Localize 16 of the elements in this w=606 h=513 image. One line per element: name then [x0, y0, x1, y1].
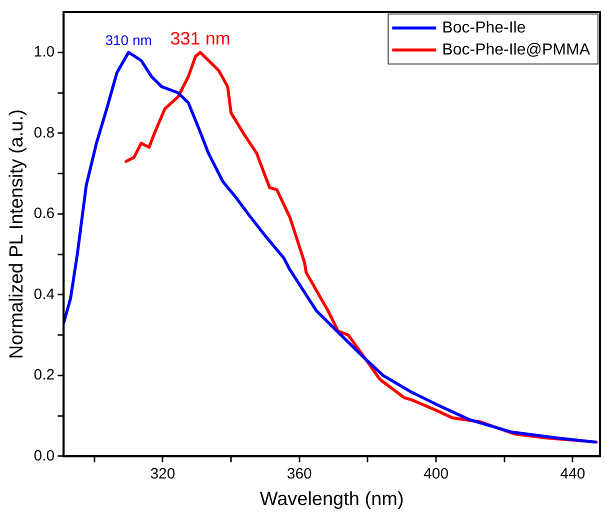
y-tick-label: 0.4	[34, 286, 55, 303]
y-tick-label: 0.6	[34, 205, 55, 222]
x-tick-label: 320	[150, 465, 176, 482]
x-tick-label: 440	[560, 465, 586, 482]
x-tick-label: 360	[286, 465, 312, 482]
legend-label: Boc-Phe-Ile@PMMA	[442, 41, 590, 58]
y-tick-label: 0.2	[34, 366, 55, 384]
x-axis-title: Wavelength (nm)	[260, 488, 404, 510]
x-tick-label: 400	[424, 465, 449, 482]
y-tick-label: 0.8	[34, 124, 55, 142]
legend-label: Boc-Phe-Ile	[442, 19, 526, 36]
annotation: 310 nm	[105, 32, 152, 48]
y-axis-title: Normalized PL Intensity (a.u.)	[6, 109, 28, 359]
text: 1.0	[34, 44, 55, 61]
annotation: 331 nm	[170, 28, 230, 48]
text: 0.0	[34, 447, 55, 464]
